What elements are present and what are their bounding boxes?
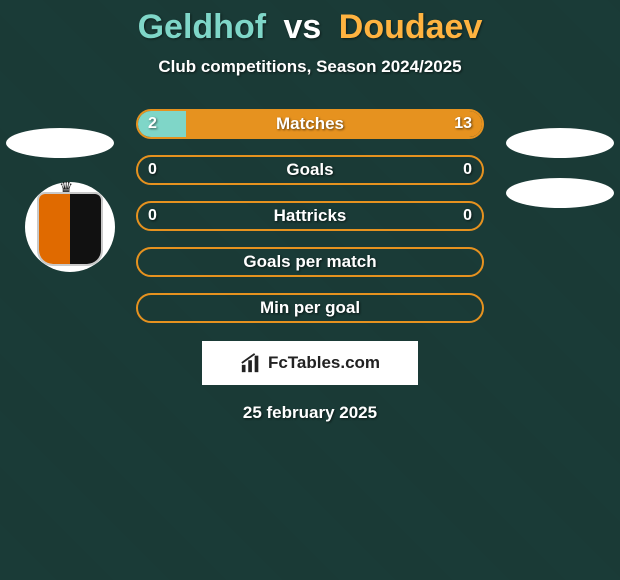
stat-label: Goals [286, 160, 333, 180]
page-title: Geldhof vs Doudaev [0, 0, 620, 47]
stat-row-matches: 2 13 Matches [136, 109, 484, 139]
crown-icon: ♛ [59, 178, 73, 198]
fill-left [138, 111, 186, 137]
value-left: 0 [148, 157, 157, 183]
badge-right-oval-2 [506, 178, 614, 208]
club-crest: ♛ [25, 182, 115, 272]
value-left: 0 [148, 203, 157, 229]
stat-rows: 2 13 Matches 0 0 Goals 0 0 Hattricks Goals per ma… [136, 109, 484, 323]
stat-label: Matches [276, 114, 344, 134]
brand-text: FcTables.com [268, 353, 380, 373]
player-left-name: Geldhof [138, 8, 266, 46]
date-text: 25 february 2025 [0, 403, 620, 423]
bar-chart-icon [240, 352, 262, 374]
value-right: 0 [463, 203, 472, 229]
badge-right-oval-1 [506, 128, 614, 158]
subtitle: Club competitions, Season 2024/2025 [0, 57, 620, 77]
stat-label: Min per goal [260, 298, 360, 318]
badge-left-oval [6, 128, 114, 158]
stat-row-hattricks: 0 0 Hattricks [136, 201, 484, 231]
value-left: 2 [148, 111, 157, 137]
player-right-name: Doudaev [339, 8, 483, 46]
brand-badge: FcTables.com [202, 341, 418, 385]
vs-text: vs [284, 8, 322, 46]
value-right: 13 [454, 111, 472, 137]
stat-label: Goals per match [243, 252, 376, 272]
stat-row-min-per-goal: Min per goal [136, 293, 484, 323]
stat-row-goals-per-match: Goals per match [136, 247, 484, 277]
stat-label: Hattricks [274, 206, 347, 226]
stat-row-goals: 0 0 Goals [136, 155, 484, 185]
value-right: 0 [463, 157, 472, 183]
